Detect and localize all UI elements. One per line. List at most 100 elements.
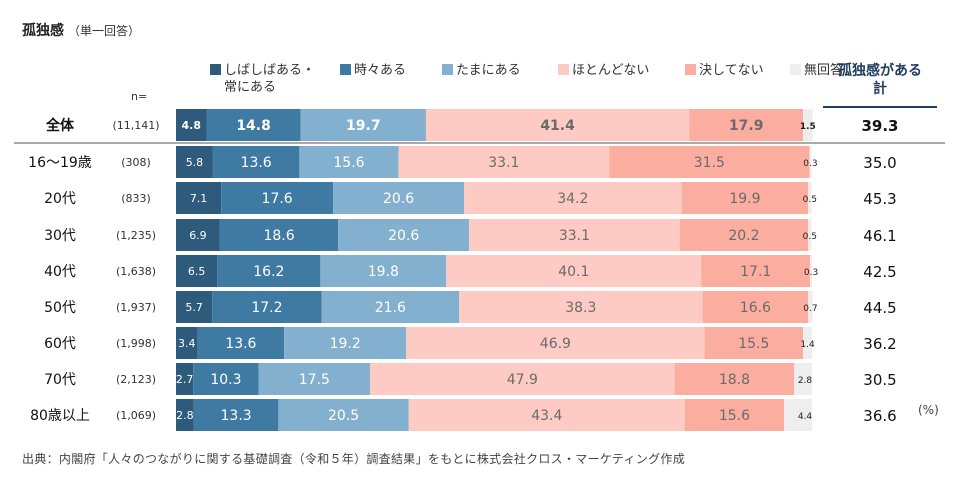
data-label: 17.2 [251,300,282,316]
bar-segment [176,182,222,214]
sample-size-label: (11,141) [112,119,159,132]
sample-size-label: (1,937) [116,301,156,314]
legend-label: しばしばある・ 常にある [224,63,316,95]
data-label: 15.6 [333,155,364,171]
bar-segment [459,291,703,323]
total-value: 45.3 [863,190,896,208]
data-label: 2.8 [176,409,194,422]
data-label: 38.3 [565,300,596,316]
data-label: 19.8 [368,264,399,280]
legend-item: ほとんどない [558,62,649,79]
bar-segment [808,182,812,214]
data-label: 40.1 [558,264,589,280]
data-label: 2.8 [798,376,813,386]
data-label: 10.3 [210,372,241,388]
data-label: 13.6 [241,155,272,171]
data-label: 47.9 [507,372,538,388]
sample-size-label: (833) [121,192,151,205]
category-label: 16〜19歳 [28,155,92,171]
bar-segment [176,363,194,395]
category-label: 20代 [44,191,76,207]
bar-segment [702,291,809,323]
data-label: 13.6 [225,336,256,352]
data-label: 16.6 [740,300,771,316]
bar-segment [176,327,198,359]
bar-segment [217,255,321,287]
data-label: 13.3 [221,408,252,424]
data-label: 1.5 [800,122,816,132]
legend-swatch [790,64,801,75]
bar-segment [299,146,399,178]
data-label: 34.2 [557,191,588,207]
legend-label: 決してない [699,63,764,78]
bar-segment [284,327,407,359]
category-label: 40代 [44,264,76,280]
total-value: 39.3 [861,117,898,135]
bar-segment [674,363,795,395]
data-label: 18.6 [263,228,294,244]
data-label: 17.6 [262,191,293,207]
data-label: 46.9 [540,336,571,352]
bar-segment [193,399,279,431]
bar-segment [333,182,465,214]
data-label: 31.5 [694,155,725,171]
total-header-underline [823,106,937,108]
category-label: 50代 [44,300,76,316]
bar-segment [704,327,804,359]
legend-swatch [558,64,569,75]
legend-swatch [210,64,221,75]
bar-segment [176,109,207,141]
legend-item: 無回答 [790,62,843,79]
data-label: 4.8 [182,119,202,132]
data-label: 17.1 [740,264,771,280]
bar-segment [300,109,426,141]
total-header-line2: 計 [873,81,887,97]
sample-size-label: (2,123) [116,373,156,386]
total-value: 36.2 [863,335,896,353]
data-label: 18.8 [719,372,750,388]
data-label: 33.1 [559,228,590,244]
data-label: 6.5 [188,265,206,278]
chart-title-main: 孤独感 [22,23,64,39]
unit-label: (%) [918,403,939,417]
bar-segment [176,291,213,323]
bar-segment [684,399,785,431]
bar-segment [701,255,811,287]
bar-segment [609,146,810,178]
bar-segment [794,363,812,395]
bar-segment [679,219,809,251]
data-label: 1.4 [800,340,815,350]
data-label: 41.4 [540,118,575,134]
data-label: 0.5 [803,232,817,242]
category-label: 70代 [44,372,76,388]
data-label: 20.6 [388,228,419,244]
bar-segment [278,399,409,431]
bar-segment [810,255,812,287]
legend-item: 時々ある [340,62,406,79]
data-label: 5.7 [185,301,203,314]
chart-subtitle: （単一回答） [68,24,141,38]
bar-segment [808,291,813,323]
total-column-header: 孤独感がある 計 [823,62,937,98]
data-label: 4.4 [798,412,813,422]
legend-item: 決してない [685,62,764,79]
legend-item: たまにある [442,62,521,79]
data-label: 17.5 [299,372,330,388]
bar-segment [197,327,285,359]
bar-segment [425,109,690,141]
bar-segment [219,219,339,251]
data-label: 0.3 [804,268,818,278]
legend-label: ほとんどない [572,63,650,78]
bar-segment [406,327,705,359]
data-label: 43.4 [531,408,562,424]
total-value: 46.1 [863,227,896,245]
data-label: 20.2 [728,228,759,244]
data-label: 7.1 [190,192,208,205]
sample-size-label: (308) [121,156,151,169]
total-value: 36.6 [863,407,896,425]
data-label: 0.7 [803,304,817,314]
bar-segment [689,109,804,141]
bar-segment [212,146,300,178]
chart-title: 孤独感 （単一回答） [22,20,140,40]
